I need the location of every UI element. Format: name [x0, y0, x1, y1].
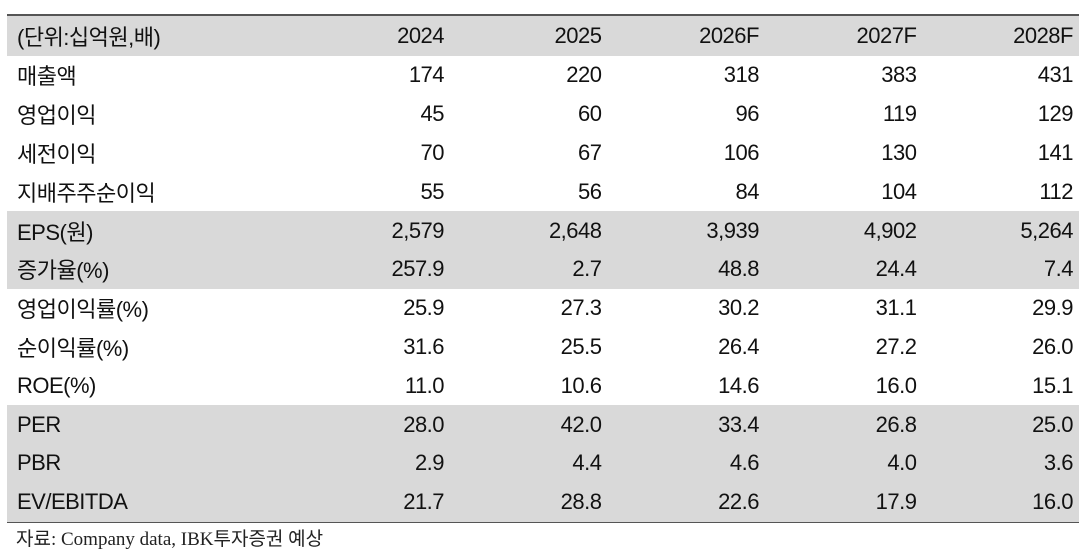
row-value: 4.6 [729, 450, 760, 476]
row-value: 60 [578, 101, 602, 127]
table-row: PER 28.0 42.0 33.4 26.8 25.0 [7, 405, 1079, 444]
row-value: 25.0 [1032, 411, 1073, 437]
row-label: 영업이익률(%) [17, 297, 149, 323]
row-value: 24.4 [875, 256, 917, 282]
header-2026f: 2026F [699, 23, 759, 48]
row-value: 31.1 [875, 295, 917, 321]
row-value: 96 [735, 101, 759, 127]
row-value: 45 [420, 101, 445, 127]
row-value: 431 [1037, 62, 1074, 88]
header-2028f: 2028F [1013, 23, 1073, 48]
row-label: 순이익률(%) [17, 335, 129, 361]
row-value: 15.1 [1032, 372, 1073, 398]
row-value: 29.9 [1032, 295, 1073, 321]
row-label: 증가율(%) [17, 258, 109, 284]
row-label: ROE(%) [17, 372, 96, 398]
row-value: 5,264 [1020, 217, 1073, 243]
row-value: 21.7 [403, 489, 445, 515]
table-row: 매출액 174 220 318 383 431 [7, 56, 1079, 95]
row-value: 10.6 [560, 372, 602, 398]
row-value: 130 [881, 139, 917, 165]
row-value: 16.0 [1032, 489, 1073, 515]
header-2025: 2025 [554, 23, 602, 48]
row-value: 318 [723, 62, 760, 88]
row-value: 220 [566, 62, 602, 88]
financial-table: (단위:십억원,배) 2024 2025 2026F 2027F 2028F 매… [7, 14, 1079, 523]
table-row: PBR 2.9 4.4 4.6 4.0 3.6 [7, 443, 1079, 483]
row-label: 영업이익 [17, 103, 96, 129]
row-value: 48.8 [718, 256, 759, 282]
row-value: 104 [881, 178, 917, 204]
row-value: 26.4 [718, 333, 759, 359]
header-unit: (단위:십억원,배) [17, 25, 161, 50]
row-value: 26.0 [1032, 333, 1073, 359]
row-label: EV/EBITDA [17, 489, 128, 515]
row-value: 22.6 [718, 489, 759, 515]
row-value: 174 [408, 62, 445, 88]
row-value: 2.9 [414, 450, 445, 476]
table-row: EPS(원) 2,579 2,648 3,939 4,902 5,264 [7, 211, 1079, 250]
row-value: 383 [881, 62, 917, 88]
table-row: EV/EBITDA 21.7 28.8 22.6 17.9 16.0 [7, 482, 1079, 523]
row-value: 31.6 [403, 333, 445, 359]
row-value: 17.9 [875, 489, 917, 515]
row-value: 25.5 [560, 333, 602, 359]
table-row: 지배주주순이익 55 56 84 104 112 [7, 172, 1079, 211]
row-value: 16.0 [875, 372, 917, 398]
row-value: 28.8 [560, 489, 602, 515]
row-value: 67 [578, 139, 602, 165]
row-value: 7.4 [1043, 256, 1074, 282]
table-header-row: (단위:십억원,배) 2024 2025 2026F 2027F 2028F [7, 14, 1079, 56]
row-value: 2,579 [391, 217, 445, 243]
row-value: 141 [1037, 139, 1074, 165]
row-label: 지배주주순이익 [17, 180, 156, 206]
row-value: 33.4 [718, 411, 759, 437]
row-value: 112 [1039, 178, 1073, 204]
row-value: 30.2 [718, 295, 759, 321]
row-label: 매출액 [17, 64, 77, 90]
header-2024: 2024 [397, 23, 445, 48]
row-value: 55 [420, 178, 445, 204]
row-label: PBR [17, 450, 61, 476]
row-value: 27.2 [875, 333, 917, 359]
row-value: 2,648 [548, 217, 602, 243]
table-row: 세전이익 70 67 106 130 141 [7, 134, 1079, 173]
table-row: 순이익률(%) 31.6 25.5 26.4 27.2 26.0 [7, 328, 1079, 367]
row-value: 28.0 [403, 411, 445, 437]
row-value: 2.7 [572, 256, 602, 282]
table-row: 영업이익 45 60 96 119 129 [7, 95, 1079, 134]
row-label: 세전이익 [17, 141, 96, 167]
row-value: 27.3 [560, 295, 602, 321]
row-value: 129 [1037, 101, 1074, 127]
row-value: 4,902 [863, 217, 917, 243]
row-value: 11.0 [404, 372, 445, 398]
row-label: PER [17, 411, 61, 437]
row-value: 42.0 [560, 411, 602, 437]
row-value: 25.9 [403, 295, 445, 321]
table-row: 증가율(%) 257.9 2.7 48.8 24.4 7.4 [7, 249, 1079, 289]
row-value: 106 [723, 139, 760, 165]
row-value: 119 [882, 101, 917, 127]
table-row: ROE(%) 11.0 10.6 14.6 16.0 15.1 [7, 366, 1079, 405]
source-note: 자료: Company data, IBK투자증권 예상 [16, 529, 324, 550]
row-value: 4.4 [572, 450, 602, 476]
row-value: 4.0 [887, 450, 917, 476]
row-value: 56 [578, 178, 602, 204]
header-2027f: 2027F [856, 23, 917, 48]
row-value: 70 [420, 139, 445, 165]
table-row: 영업이익률(%) 25.9 27.3 30.2 31.1 29.9 [7, 289, 1079, 328]
row-value: 3.6 [1043, 450, 1074, 476]
row-value: 14.6 [718, 372, 759, 398]
row-value: 26.8 [875, 411, 917, 437]
table-body: 매출액 174 220 318 383 431 영업이익 45 60 96 119 129 세전이익 70… [7, 56, 1079, 523]
row-label: EPS(원) [17, 219, 93, 245]
row-value: 257.9 [391, 256, 445, 282]
row-value: 3,939 [706, 217, 759, 243]
row-value: 84 [735, 178, 759, 204]
